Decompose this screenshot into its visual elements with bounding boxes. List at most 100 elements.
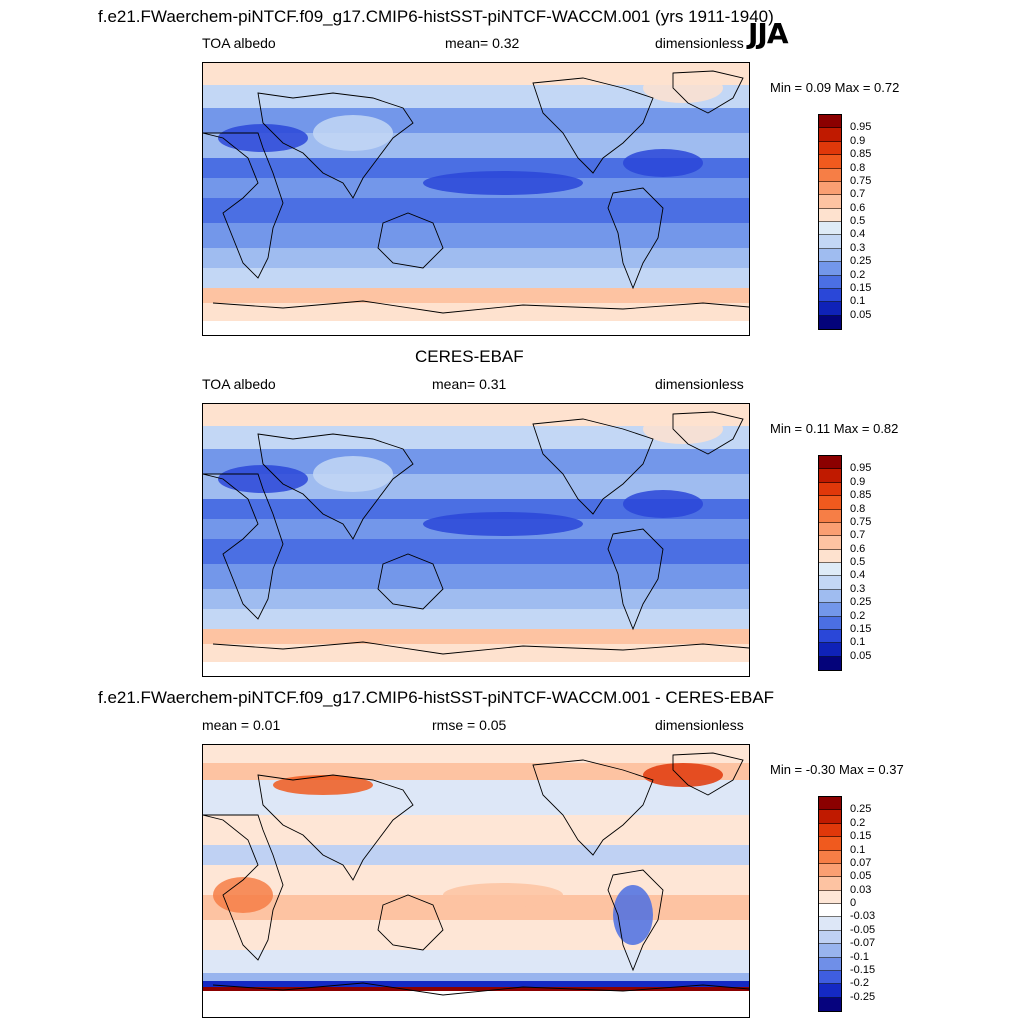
map-band [203,991,749,1017]
map-field-blob [423,171,583,195]
colorbar-tick-label: 0.3 [850,582,866,595]
colorbar-swatch [819,629,841,644]
colorbar-swatch [819,195,841,209]
map-field-blob [613,885,653,945]
colorbar-tick-label: 0.8 [850,502,866,515]
colorbar-swatch [819,603,841,617]
colorbar-tick-label: 0.9 [850,475,866,488]
panel3-colorbar [818,796,842,1012]
panel3-minmax: Min = -0.30 Max = 0.37 [770,762,904,777]
colorbar-tick-label: 0.03 [850,883,872,896]
colorbar-swatch [819,549,841,563]
colorbar-tick-label: 0.15 [850,830,872,843]
colorbar-tick-label: -0.05 [850,923,876,936]
colorbar-tick-label: -0.2 [850,977,869,990]
panel3-title: f.e21.FWaerchem-piNTCF.f09_g17.CMIP6-his… [98,688,775,707]
colorbar-swatch [819,248,841,263]
colorbar-swatch [819,930,841,945]
colorbar-swatch [819,141,841,156]
map-band [203,987,749,991]
map-band [203,950,749,973]
coastline [377,894,444,951]
coastline [607,187,664,290]
colorbar-tick-label: -0.1 [850,950,869,963]
map-field-blob [443,883,563,907]
map-field-blob [313,456,393,492]
colorbar-swatch [819,496,841,510]
colorbar-swatch [819,850,841,864]
colorbar-swatch [819,877,841,891]
map-band [203,745,749,763]
panel3-mean: mean = 0.01 [202,717,281,733]
colorbar-swatch [819,155,841,169]
colorbar-tick-label: 0.1 [850,295,866,308]
coastline [532,418,654,515]
map-band [203,303,749,321]
colorbar-swatch [819,797,841,811]
panel1-units: dimensionless [655,35,744,51]
panel3-rmse: rmse = 0.05 [432,717,507,733]
colorbar-swatch [819,904,841,918]
map-band [203,198,749,223]
panel2-title: CERES-EBAF [415,347,524,366]
coastline [377,212,444,269]
panel2-map [202,403,750,677]
colorbar-tick-label: 0.85 [850,148,872,161]
colorbar-tick-label: 0.2 [850,816,866,829]
colorbar-swatch [819,984,841,998]
coastline [672,752,744,796]
panel2-minmax: Min = 0.11 Max = 0.82 [770,421,899,436]
map-field-blob [643,763,723,787]
colorbar-tick-label: 0.05 [850,649,872,662]
coastline [532,77,654,174]
map-band [203,539,749,564]
colorbar-tick-label: 0.6 [850,542,866,555]
colorbar-tick-label: 0.15 [850,281,872,294]
coastline [377,553,444,610]
colorbar-swatch [819,168,841,182]
colorbar-tick-label: 0.1 [850,843,866,856]
colorbar-tick-label: 0.7 [850,188,866,201]
colorbar-tick-label: 0.5 [850,215,866,227]
map-field-blob [423,512,583,536]
colorbar-swatch [819,863,841,878]
map-field-blob [623,490,703,518]
colorbar-swatch [819,222,841,236]
colorbar-tick-label: 0.75 [850,174,872,187]
colorbar-tick-label: 0.25 [850,596,872,609]
colorbar-swatch [819,536,841,550]
colorbar-tick-label: -0.07 [850,937,876,950]
coastline [203,814,284,961]
colorbar-swatch [819,315,841,329]
colorbar-tick-label: 0.25 [850,803,872,816]
map-band [203,321,749,335]
colorbar-tick-label: 0.05 [850,308,872,321]
coastline [257,92,414,199]
map-band [203,268,749,288]
panel3-units: dimensionless [655,717,744,733]
panel2-variable: TOA albedo [202,376,276,392]
colorbar-swatch [819,643,841,657]
colorbar-tick-label: 0 [850,897,857,909]
colorbar-swatch [819,128,841,142]
colorbar-tick-label: 0.85 [850,489,872,502]
colorbar-tick-label: 0.95 [850,462,872,475]
colorbar-swatch [819,509,841,523]
map-band [203,629,749,644]
coastline [203,132,284,279]
map-band [203,63,749,85]
colorbar-tick-label: -0.15 [850,963,876,976]
colorbar-swatch [819,917,841,931]
map-band [203,845,749,865]
map-band [203,973,749,981]
colorbar-swatch [819,970,841,985]
colorbar-tick-label: 0.5 [850,556,866,568]
map-band [203,426,749,449]
colorbar-swatch [819,810,841,824]
colorbar-swatch [819,115,841,129]
panel2-mean: mean= 0.31 [432,376,507,392]
colorbar-swatch [819,482,841,497]
map-band [203,288,749,303]
colorbar-tick-label: 0.2 [850,268,866,281]
map-band [203,499,749,519]
